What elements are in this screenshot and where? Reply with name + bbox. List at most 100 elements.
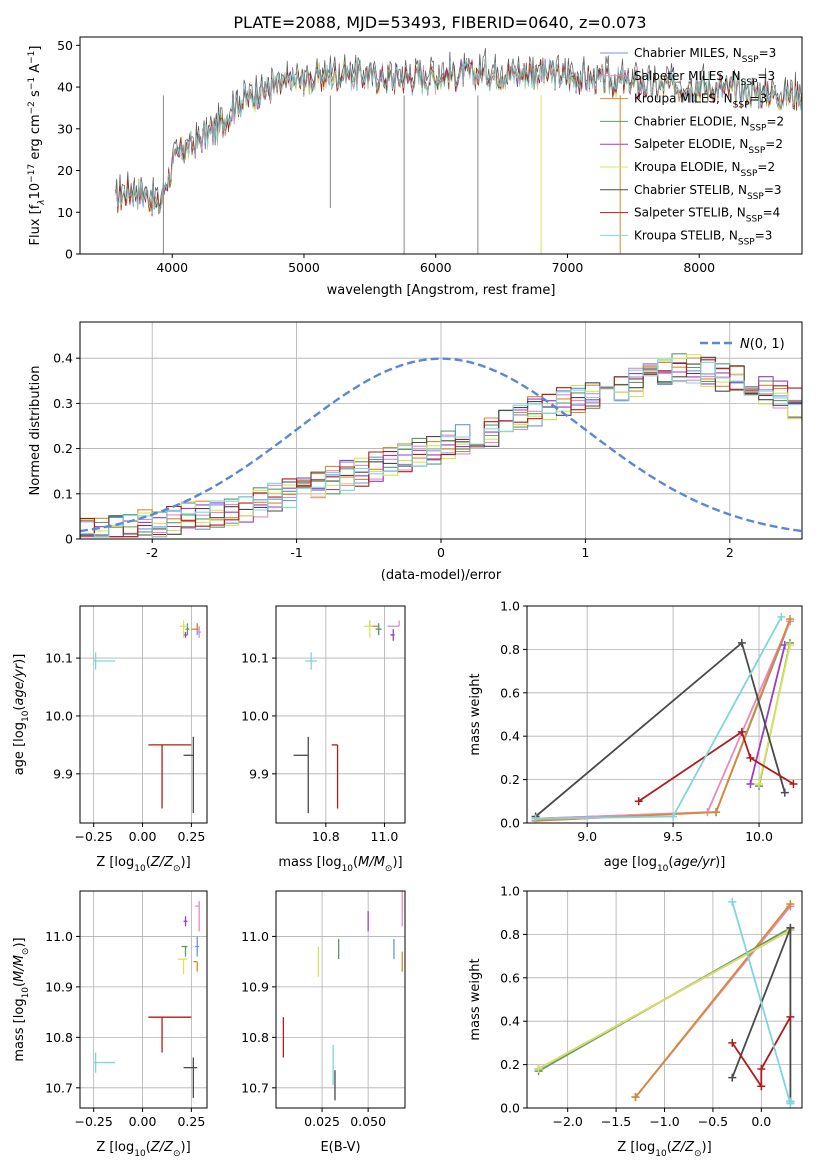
x-tick-label: 0.25 xyxy=(177,1114,205,1129)
legend-label: Chabrier STELIB, NSSP=3 xyxy=(634,183,782,202)
y-tick-label: 0.4 xyxy=(500,729,520,744)
series-marker xyxy=(737,727,746,736)
axes-frame: 4000 5000 6000 7000 8000 0 10 20 30 40 50 xyxy=(57,36,803,275)
x-tick-label: 2 xyxy=(726,545,734,560)
y-tick-label: 0.2 xyxy=(500,1057,520,1072)
series-marker xyxy=(786,900,795,909)
histogram-step xyxy=(80,364,802,539)
spectrum-series-line xyxy=(115,57,802,217)
series-marker xyxy=(785,641,794,650)
y-tick-label: 40 xyxy=(57,80,73,95)
x-tick-label: 9.0 xyxy=(577,829,597,844)
histogram-step xyxy=(80,359,802,539)
series-marker xyxy=(777,612,786,621)
series-line xyxy=(634,903,792,1098)
panel-weight_vs_age: 9.0 9.5 10.0 0.0 0.2 0.4 0.6 0.8 1.0 age [log10(a… xyxy=(468,599,803,874)
errorbar-point xyxy=(93,1052,116,1073)
axes-frame: −0.25 0.00 0.25 9.9 10.0 10.1 xyxy=(45,605,208,844)
y-tick-label: 10.8 xyxy=(241,1030,269,1045)
panel-weight_vs_Z: −2.0 −1.5 −1.0 −0.5 0.0 0.0 0.2 0.4 0.6 0.8 1.0 Z [… xyxy=(468,884,803,1159)
x-tick-label: 5000 xyxy=(288,260,320,275)
x-tick-label: 4000 xyxy=(156,260,188,275)
y-tick-label: 20 xyxy=(57,163,73,178)
x-axis-label: Z [log10(Z/Z⊙)] xyxy=(96,1140,190,1159)
legend: Chabrier MILES, NSSP=3 Salpeter MILES, NS… xyxy=(600,46,784,247)
y-tick-label: 10 xyxy=(57,205,73,220)
y-tick-label: 10.1 xyxy=(241,651,269,666)
panel-residual_hist: -2 -1 0 1 2 0 0.1 0.2 0.3 0.4 N(0, 1) (data-model)/… xyxy=(28,321,803,583)
y-tick-label: 10.0 xyxy=(241,708,269,723)
x-axis-label: age [log10(age/yr)] xyxy=(604,855,726,874)
errorbar-point xyxy=(363,620,373,638)
errorbar-point xyxy=(148,744,192,809)
y-tick-label: 1.0 xyxy=(500,884,520,899)
x-axis-label: wavelength [Angstrom, rest frame] xyxy=(327,283,556,298)
x-tick-label: -2 xyxy=(146,545,158,560)
x-tick-label: 0.25 xyxy=(177,829,205,844)
y-tick-label: 0 xyxy=(65,532,73,547)
y-tick-label: 30 xyxy=(57,121,73,136)
series-marker xyxy=(786,1012,795,1021)
y-tick-label: 1.0 xyxy=(500,599,520,614)
axes-border xyxy=(275,890,406,1109)
plot-area xyxy=(293,620,400,814)
series-marker xyxy=(728,1073,737,1082)
plot-area xyxy=(282,891,403,1101)
histogram-step xyxy=(80,356,802,539)
legend-label: Salpeter ELODIE, NSSP=2 xyxy=(634,137,783,156)
series-marker xyxy=(786,1097,795,1106)
legend-label: Kroupa STELIB, NSSP=3 xyxy=(634,228,772,247)
errorbar-point xyxy=(183,1057,198,1098)
y-tick-label: 0.1 xyxy=(53,486,73,501)
series-marker xyxy=(780,788,789,797)
panel-age_vs_Z: −0.25 0.00 0.25 9.9 10.0 10.1 Z [log10(Z/Z⊙)] a… xyxy=(12,605,208,874)
y-tick-label: 10.1 xyxy=(45,651,73,666)
axes-border xyxy=(79,36,803,255)
series-marker xyxy=(712,808,721,817)
axes-border xyxy=(79,890,208,1109)
x-axis-label: mass [log10(M/M⊙)] xyxy=(278,855,402,874)
errorbar-point xyxy=(148,1016,192,1053)
gaussian-curve xyxy=(80,357,802,533)
spectrum-series-line xyxy=(115,57,802,214)
errorbar-point xyxy=(179,620,188,638)
plot-area xyxy=(93,901,200,1098)
figure-title: PLATE=2088, MJD=53493, FIBERID=0640, z=0… xyxy=(233,13,646,32)
x-tick-label: 0.050 xyxy=(350,1114,386,1129)
series-marker xyxy=(631,1093,640,1102)
y-axis-label: Flux [fλ10−17 erg cm−2 s−1 A−1] xyxy=(27,46,47,246)
plot-area xyxy=(115,47,802,254)
plot-area xyxy=(80,353,802,539)
histogram-step xyxy=(80,353,802,539)
errorbar-point xyxy=(181,945,188,957)
y-tick-label: 0.2 xyxy=(53,441,73,456)
errorbar-point xyxy=(331,744,339,809)
axes-frame: 9.0 9.5 10.0 0.0 0.2 0.4 0.6 0.8 1.0 xyxy=(500,599,803,844)
y-tick-label: 9.9 xyxy=(249,766,269,781)
errorbar-point xyxy=(195,936,200,957)
series-marker xyxy=(669,812,678,821)
x-tick-label: −2.0 xyxy=(552,1114,582,1129)
x-tick-label: 8000 xyxy=(683,260,715,275)
y-tick-label: 9.9 xyxy=(53,766,73,781)
errorbar-point xyxy=(369,620,379,627)
x-axis-label: Z [log10(Z/Z⊙)] xyxy=(96,855,190,874)
axes-frame: −2.0 −1.5 −1.0 −0.5 0.0 0.0 0.2 0.4 0.6 0.8 1.0 xyxy=(500,884,803,1129)
y-tick-label: 0.0 xyxy=(500,1101,520,1116)
x-tick-label: −1.0 xyxy=(649,1114,679,1129)
y-tick-label: 10.0 xyxy=(45,708,73,723)
series-line xyxy=(731,1016,792,1090)
y-axis-label: age [log10(age/yr)] xyxy=(12,654,31,776)
errorbar-point xyxy=(387,620,400,627)
axes-frame: -2 -1 0 1 2 0 0.1 0.2 0.3 0.4 xyxy=(53,321,803,560)
legend-label: Chabrier ELODIE, NSSP=2 xyxy=(634,114,784,133)
errorbar-point xyxy=(195,901,200,932)
series-marker xyxy=(789,779,798,788)
y-tick-label: 10.7 xyxy=(45,1080,73,1095)
legend-label: Kroupa MILES, NSSP=3 xyxy=(634,92,767,111)
histogram-step xyxy=(80,369,802,539)
axes-border xyxy=(79,605,208,824)
panel-age_vs_mass: 10.8 11.0 9.9 10.0 10.1 mass [log10(M/M⊙)] xyxy=(241,605,406,874)
axes-border xyxy=(526,605,803,824)
axes-frame: 0.025 0.050 10.7 10.8 10.9 11.0 xyxy=(241,890,406,1129)
